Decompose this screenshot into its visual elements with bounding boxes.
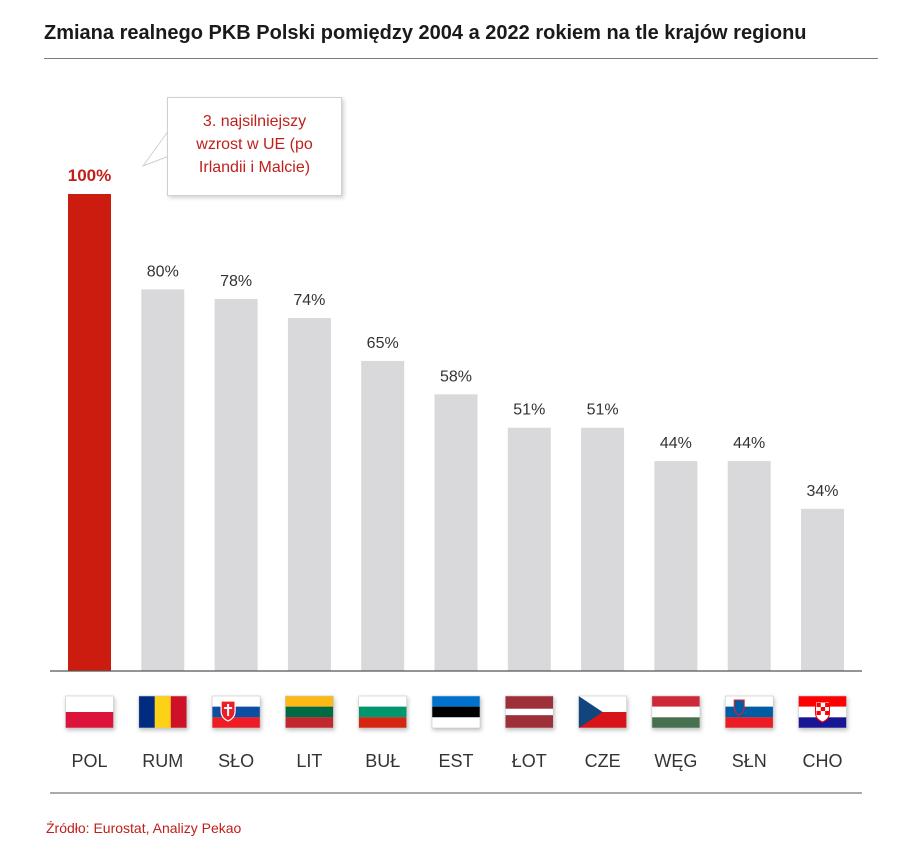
bar-słn — [727, 461, 771, 671]
bulgaria-flag-icon — [358, 695, 408, 729]
data-label: 65% — [367, 335, 399, 352]
callout-annotation: 3. najsilniejszy wzrost w UE (po Irlandi… — [167, 97, 342, 196]
estonia-flag-icon — [431, 695, 481, 729]
bar-łot — [507, 427, 551, 671]
bar-buł — [361, 360, 405, 671]
hungary-flag-icon — [651, 695, 701, 729]
data-label: 51% — [587, 402, 619, 419]
x-tick-label: SŁN — [732, 751, 767, 771]
x-tick-label: BUŁ — [365, 751, 400, 771]
callout-pointer — [141, 128, 170, 168]
chart-title: Zmiana realnego PKB Polski pomiędzy 2004… — [44, 22, 807, 44]
source-note: Źródło: Eurostat, Analizy Pekao — [46, 820, 242, 836]
x-tick-label: CZE — [585, 751, 621, 771]
slovakia-flag-icon — [211, 695, 261, 729]
croatia-flag-icon — [798, 695, 847, 729]
x-tick-label: EST — [438, 751, 473, 771]
czechia-flag-icon — [578, 695, 627, 729]
bar-cze — [581, 427, 625, 671]
bar-cho — [801, 508, 844, 671]
bar-węg — [654, 461, 698, 671]
data-label: 34% — [806, 483, 838, 500]
x-tick-label: SŁO — [218, 751, 254, 771]
bar-sło — [214, 298, 258, 671]
lithuania-flag-icon — [285, 695, 334, 729]
data-label: 100% — [68, 166, 111, 185]
data-label: 58% — [440, 368, 472, 385]
data-label: 80% — [147, 263, 179, 280]
x-tick-label: CHO — [803, 751, 843, 771]
x-tick-label: WĘG — [654, 751, 697, 771]
slovenia-flag-icon — [724, 695, 774, 729]
x-tick-label: ŁOT — [512, 751, 547, 771]
data-label: 74% — [293, 292, 325, 309]
bar-rum — [141, 289, 185, 671]
bar-est — [434, 394, 478, 671]
data-label: 44% — [660, 435, 692, 452]
bar-pol — [68, 194, 111, 671]
x-tick-label: LIT — [296, 751, 322, 771]
data-label: 78% — [220, 273, 252, 290]
x-tick-label: RUM — [142, 751, 183, 771]
x-tick-label: POL — [71, 751, 107, 771]
romania-flag-icon — [138, 695, 188, 729]
title-divider — [44, 58, 878, 59]
bar-lit — [287, 318, 331, 671]
data-label: 44% — [733, 435, 765, 452]
data-label: 51% — [513, 402, 545, 419]
latvia-flag-icon — [504, 695, 554, 729]
poland-flag-icon — [65, 695, 114, 729]
